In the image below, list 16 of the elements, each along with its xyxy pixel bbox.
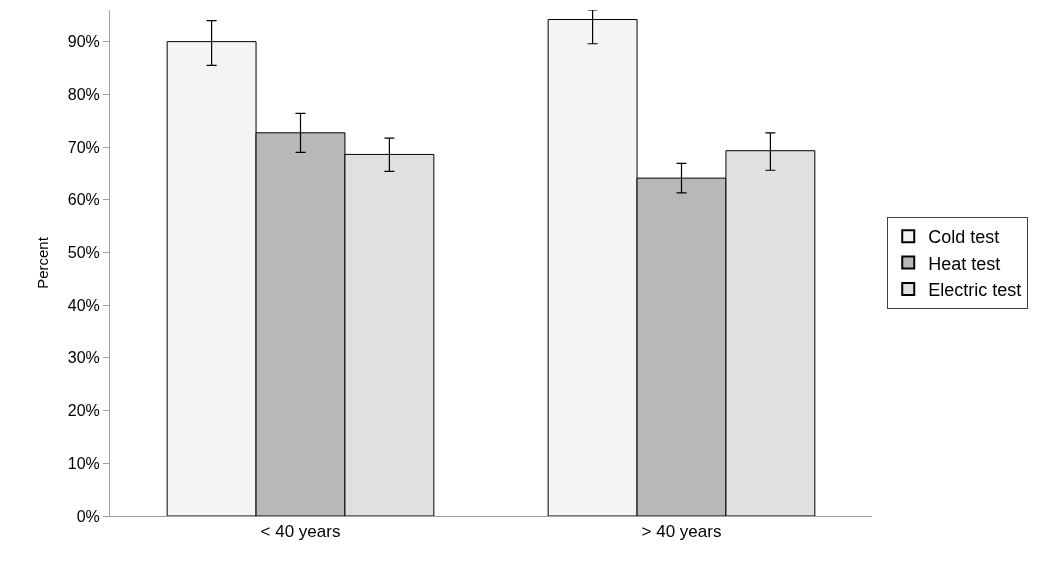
legend-label: Electric test <box>928 280 1022 301</box>
x-tick-label: < 40 years <box>260 522 341 542</box>
y-tick-label: 30% <box>67 349 100 367</box>
y-tick-label: 90% <box>67 33 100 51</box>
y-tick-label: 60% <box>67 191 100 209</box>
y-tick-label: 10% <box>67 454 100 472</box>
y-axis-title: Percent <box>34 236 52 289</box>
y-tick-label: 50% <box>67 244 100 262</box>
legend-label: Cold test <box>928 227 1000 248</box>
y-tick-label: 80% <box>67 85 100 103</box>
y-tick-label: 70% <box>67 138 100 156</box>
legend-label: Heat test <box>928 253 1001 274</box>
x-tick-label: > 40 years <box>641 522 722 542</box>
y-tick-label: 0% <box>76 507 100 525</box>
y-tick-label: 40% <box>67 296 100 314</box>
y-tick-label: 20% <box>67 402 100 420</box>
